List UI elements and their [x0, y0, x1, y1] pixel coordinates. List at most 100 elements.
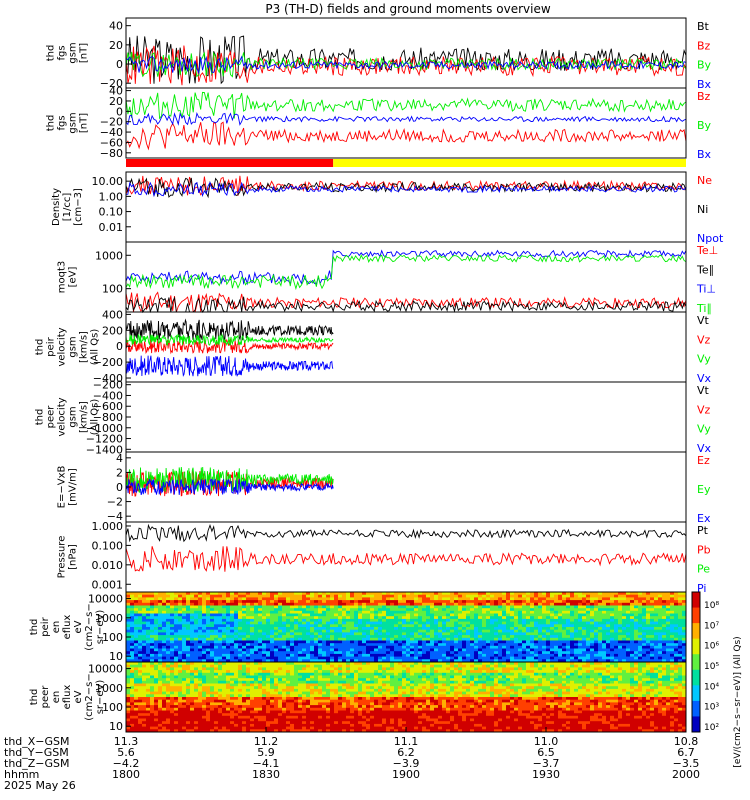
spectrogram-cell — [170, 613, 175, 617]
spectrogram-cell — [218, 683, 223, 687]
spectrogram-cell — [358, 632, 363, 636]
spectrogram-cell — [354, 605, 359, 609]
spectrogram-cell — [410, 618, 415, 622]
spectrogram-cell — [410, 640, 415, 644]
spectrogram-cell — [566, 621, 571, 625]
spectrogram-cell — [522, 624, 527, 628]
spectrogram-cell — [242, 723, 247, 727]
spectrogram-cell — [582, 602, 587, 606]
spectrogram-cell — [242, 672, 247, 676]
spectrogram-cell — [278, 702, 283, 706]
spectrogram-cell — [202, 635, 207, 639]
spectrogram-cell — [378, 616, 383, 620]
spectrogram-cell — [418, 613, 423, 617]
spectrogram-cell — [446, 629, 451, 633]
spectrogram-cell — [294, 702, 299, 706]
spectrogram-cell — [630, 602, 635, 606]
spectrogram-cell — [634, 621, 639, 625]
spectrogram-cell — [162, 616, 167, 620]
spectrogram-cell — [218, 686, 223, 690]
spectrogram-cell — [530, 621, 535, 625]
legend-entry: Bz — [697, 90, 711, 103]
spectrogram-cell — [174, 637, 179, 641]
spectrogram-cell — [146, 610, 151, 614]
spectrogram-cell — [266, 710, 271, 714]
spectrogram-cell — [134, 707, 139, 711]
spectrogram-cell — [362, 627, 367, 631]
spectrogram-cell — [630, 605, 635, 609]
spectrogram-cell — [450, 645, 455, 649]
spectrogram-cell — [298, 667, 303, 671]
spectrogram-cell — [202, 632, 207, 636]
spectrogram-cell — [290, 686, 295, 690]
spectrogram-cell — [674, 592, 679, 596]
spectrogram-cell — [190, 613, 195, 617]
spectrogram-cell — [246, 621, 251, 625]
spectrogram-cell — [250, 702, 255, 706]
spectrogram-cell — [398, 602, 403, 606]
spectrogram-cell — [446, 651, 451, 655]
spectrogram-cell — [270, 675, 275, 679]
spectrogram-cell — [546, 643, 551, 647]
spectrogram-cell — [658, 651, 663, 655]
spectrogram-cell — [182, 688, 187, 692]
spectrogram-cell — [230, 600, 235, 604]
spectrogram-cell — [130, 656, 135, 660]
spectrogram-cell — [242, 667, 247, 671]
spectrogram-cell — [210, 645, 215, 649]
spectrogram-cell — [410, 627, 415, 631]
spectrogram-cell — [390, 616, 395, 620]
spectrogram-cell — [370, 613, 375, 617]
spectrogram-cell — [182, 715, 187, 719]
spectrogram-cell — [258, 627, 263, 631]
spectrogram-cell — [602, 635, 607, 639]
spectrogram-cell — [358, 600, 363, 604]
spectrogram-cell — [142, 672, 147, 676]
spectrogram-cell — [202, 653, 207, 657]
spectrogram-cell — [250, 605, 255, 609]
spectrogram-cell — [230, 672, 235, 676]
spectrogram-cell — [270, 678, 275, 682]
spectrogram-cell — [330, 616, 335, 620]
spectrogram-cell — [354, 645, 359, 649]
spectrogram-cell — [482, 656, 487, 660]
spectrogram-cell — [490, 592, 495, 596]
spectrogram-cell — [542, 610, 547, 614]
spectrogram-cell — [194, 618, 199, 622]
spectrogram-cell — [362, 659, 367, 663]
spectrogram-cell — [426, 645, 431, 649]
spectrogram-cell — [218, 721, 223, 725]
spectrogram-cell — [482, 640, 487, 644]
spectrogram-cell — [158, 723, 163, 727]
spectrogram-cell — [266, 602, 271, 606]
spectrogram-cell — [282, 670, 287, 674]
spectrogram-cell — [226, 624, 231, 628]
spectrogram-cell — [262, 694, 267, 698]
spectrogram-cell — [210, 702, 215, 706]
spectrogram-cell — [158, 699, 163, 703]
series-line — [125, 45, 687, 86]
spectrogram-cell — [194, 713, 199, 717]
spectrogram-cell — [234, 594, 239, 598]
spectrogram-cell — [610, 659, 615, 663]
spectrogram-cell — [542, 656, 547, 660]
spectrogram-cell — [398, 597, 403, 601]
spectrogram-cell — [490, 635, 495, 639]
spectrogram-cell — [266, 713, 271, 717]
spectrogram-cell — [614, 597, 619, 601]
plot-title: P3 (TH-D) fields and ground moments over… — [265, 2, 550, 16]
spectrogram-cell — [274, 648, 279, 652]
spectrogram-cell — [506, 643, 511, 647]
spectrogram-cell — [286, 621, 291, 625]
spectrogram-cell — [586, 624, 591, 628]
spectrogram-cell — [354, 651, 359, 655]
spectrogram-cell — [166, 721, 171, 725]
spectrogram-cell — [286, 667, 291, 671]
spectrogram-cell — [242, 691, 247, 695]
spectrogram-cell — [602, 597, 607, 601]
spectrogram-cell — [170, 670, 175, 674]
spectrogram-cell — [258, 616, 263, 620]
spectrogram-cell — [474, 618, 479, 622]
spectrogram-cell — [134, 718, 139, 722]
spectrogram-cell — [242, 608, 247, 612]
